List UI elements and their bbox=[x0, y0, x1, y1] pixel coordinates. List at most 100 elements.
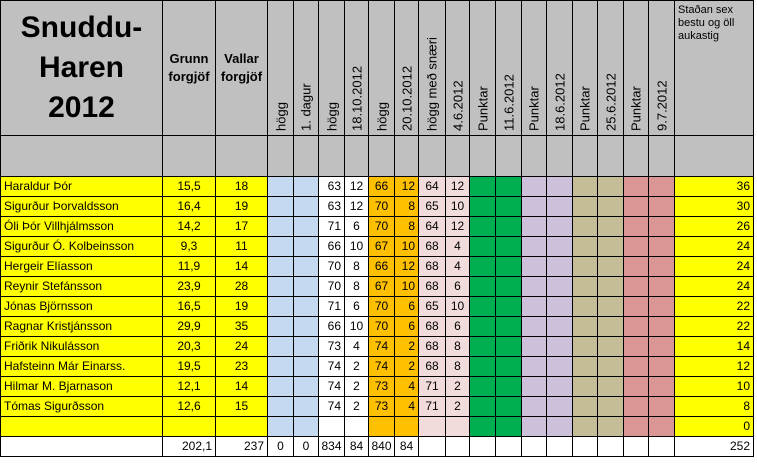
empty-cell bbox=[546, 256, 573, 277]
table-row: Haraldur Þór 15,5 18 63 12 66 12 64 12 36 bbox=[0, 176, 754, 197]
empty-cell bbox=[648, 216, 675, 237]
player-name: Reynir Stefánsson bbox=[0, 276, 163, 297]
stig-2: 12 bbox=[394, 256, 419, 277]
empty-cell bbox=[623, 256, 649, 277]
stig-2: 4 bbox=[394, 396, 419, 417]
player-name: Hilmar M. Bjarnason bbox=[0, 376, 163, 397]
hogg-2: 70 bbox=[368, 216, 395, 237]
empty-cell bbox=[572, 396, 598, 417]
empty-cell bbox=[267, 216, 294, 237]
hogg-1: 66 bbox=[318, 316, 345, 337]
empty-cell bbox=[597, 356, 624, 377]
empty-cell bbox=[267, 296, 294, 317]
hogg-2: 66 bbox=[368, 256, 395, 277]
stig-1: 10 bbox=[344, 236, 369, 257]
empty-cell bbox=[572, 216, 598, 237]
empty-cell bbox=[469, 296, 496, 317]
header-row: Snuddu- Haren 2012 Grunn forgjöf Vallar … bbox=[0, 0, 754, 136]
empty-cell bbox=[648, 376, 675, 397]
empty-cell bbox=[293, 416, 319, 437]
empty-cell bbox=[521, 416, 547, 437]
hogg-1: 70 bbox=[318, 276, 345, 297]
stig-3: 4 bbox=[445, 256, 470, 277]
empty-cell bbox=[623, 276, 649, 297]
stig-1: 4 bbox=[344, 336, 369, 357]
title-line-3: 2012 bbox=[48, 91, 115, 124]
player-name: Sigurður Ó. Kolbeinsson bbox=[0, 236, 163, 257]
empty-cell bbox=[293, 376, 319, 397]
empty-cell bbox=[572, 376, 598, 397]
header-vertical: högg bbox=[318, 0, 345, 136]
stada-total: 22 bbox=[674, 316, 754, 337]
empty-cell bbox=[597, 296, 624, 317]
hogg-1: 63 bbox=[318, 176, 345, 197]
hogg-1: 70 bbox=[318, 256, 345, 277]
empty-cell bbox=[495, 176, 522, 197]
header-vertical: Punktar bbox=[469, 0, 496, 136]
player-name: Friðrik Nikulásson bbox=[0, 336, 163, 357]
empty-cell bbox=[572, 196, 598, 217]
empty-cell bbox=[572, 356, 598, 377]
empty-cell bbox=[293, 356, 319, 377]
hogg-2: 73 bbox=[368, 396, 395, 417]
table-row: Reynir Stefánsson 23,9 28 70 8 67 10 68 6 24 bbox=[0, 276, 754, 297]
empty-cell bbox=[267, 256, 294, 277]
table-row: Ragnar Kristjánsson 29,9 35 66 10 70 6 68 6 22 bbox=[0, 316, 754, 337]
empty-cell bbox=[623, 236, 649, 257]
header-vertical: 25.6.2012 bbox=[597, 0, 624, 136]
stig-3: 4 bbox=[445, 236, 470, 257]
empty-cell bbox=[648, 396, 675, 417]
hogg-3: 65 bbox=[418, 296, 446, 317]
grunn-forgjof: 29,9 bbox=[162, 316, 216, 337]
empty-cell bbox=[623, 356, 649, 377]
empty-cell bbox=[597, 316, 624, 337]
header-vertical: Punktar bbox=[572, 0, 598, 136]
empty-cell bbox=[521, 376, 547, 397]
empty-cell bbox=[521, 196, 547, 217]
empty-cell bbox=[623, 396, 649, 417]
stada-total: 36 bbox=[674, 176, 754, 197]
player-name: Sigurður Þorvaldsson bbox=[0, 196, 163, 217]
empty-cell bbox=[495, 216, 522, 237]
empty-cell bbox=[572, 416, 598, 437]
hogg-1: 66 bbox=[318, 236, 345, 257]
empty-cell bbox=[495, 256, 522, 277]
grunn-forgjof: 16,5 bbox=[162, 296, 216, 317]
grunn-forgjof: 20,3 bbox=[162, 336, 216, 357]
vallar-forgjof: 19 bbox=[215, 296, 268, 317]
hogg-3: 68 bbox=[418, 276, 446, 297]
player-name: Tómas Sigurðsson bbox=[0, 396, 163, 417]
stig-2: 12 bbox=[394, 176, 419, 197]
empty-cell bbox=[267, 396, 294, 417]
hogg-1: 63 bbox=[318, 196, 345, 217]
empty-cell bbox=[521, 296, 547, 317]
table-row: Óli Þór Villhjálmsson 14,2 17 71 6 70 8 64 12 26 bbox=[0, 216, 754, 237]
total-s1: 84 bbox=[344, 436, 369, 457]
empty-cell bbox=[469, 336, 496, 357]
empty-cell bbox=[597, 196, 624, 217]
grunn-forgjof: 16,4 bbox=[162, 196, 216, 217]
stig-1: 12 bbox=[344, 176, 369, 197]
header-grunn-forgjof: Grunn forgjöf bbox=[162, 0, 216, 136]
empty-cell bbox=[521, 356, 547, 377]
hogg-3: 65 bbox=[418, 196, 446, 217]
empty-cell bbox=[546, 376, 573, 397]
vallar-forgjof: 18 bbox=[215, 176, 268, 197]
subheader-row bbox=[0, 135, 754, 177]
hogg-1: 71 bbox=[318, 216, 345, 237]
stig-1: 12 bbox=[344, 196, 369, 217]
stig-2 bbox=[394, 416, 419, 437]
empty-cell bbox=[293, 176, 319, 197]
vallar-forgjof: 23 bbox=[215, 356, 268, 377]
stig-1: 2 bbox=[344, 356, 369, 377]
empty-cell bbox=[546, 236, 573, 257]
table-row: 0 bbox=[0, 416, 754, 437]
player-name: Ragnar Kristjánsson bbox=[0, 316, 163, 337]
empty-cell bbox=[546, 396, 573, 417]
table-row: Friðrik Nikulásson 20,3 24 73 4 74 2 68 8 14 bbox=[0, 336, 754, 357]
stig-2: 10 bbox=[394, 236, 419, 257]
hogg-2: 66 bbox=[368, 176, 395, 197]
table-row: Hergeir Elíasson 11,9 14 70 8 66 12 68 4 24 bbox=[0, 256, 754, 277]
empty-cell bbox=[469, 196, 496, 217]
table-row: Sigurður Þorvaldsson 16,4 19 63 12 70 8 65 10 30 bbox=[0, 196, 754, 217]
